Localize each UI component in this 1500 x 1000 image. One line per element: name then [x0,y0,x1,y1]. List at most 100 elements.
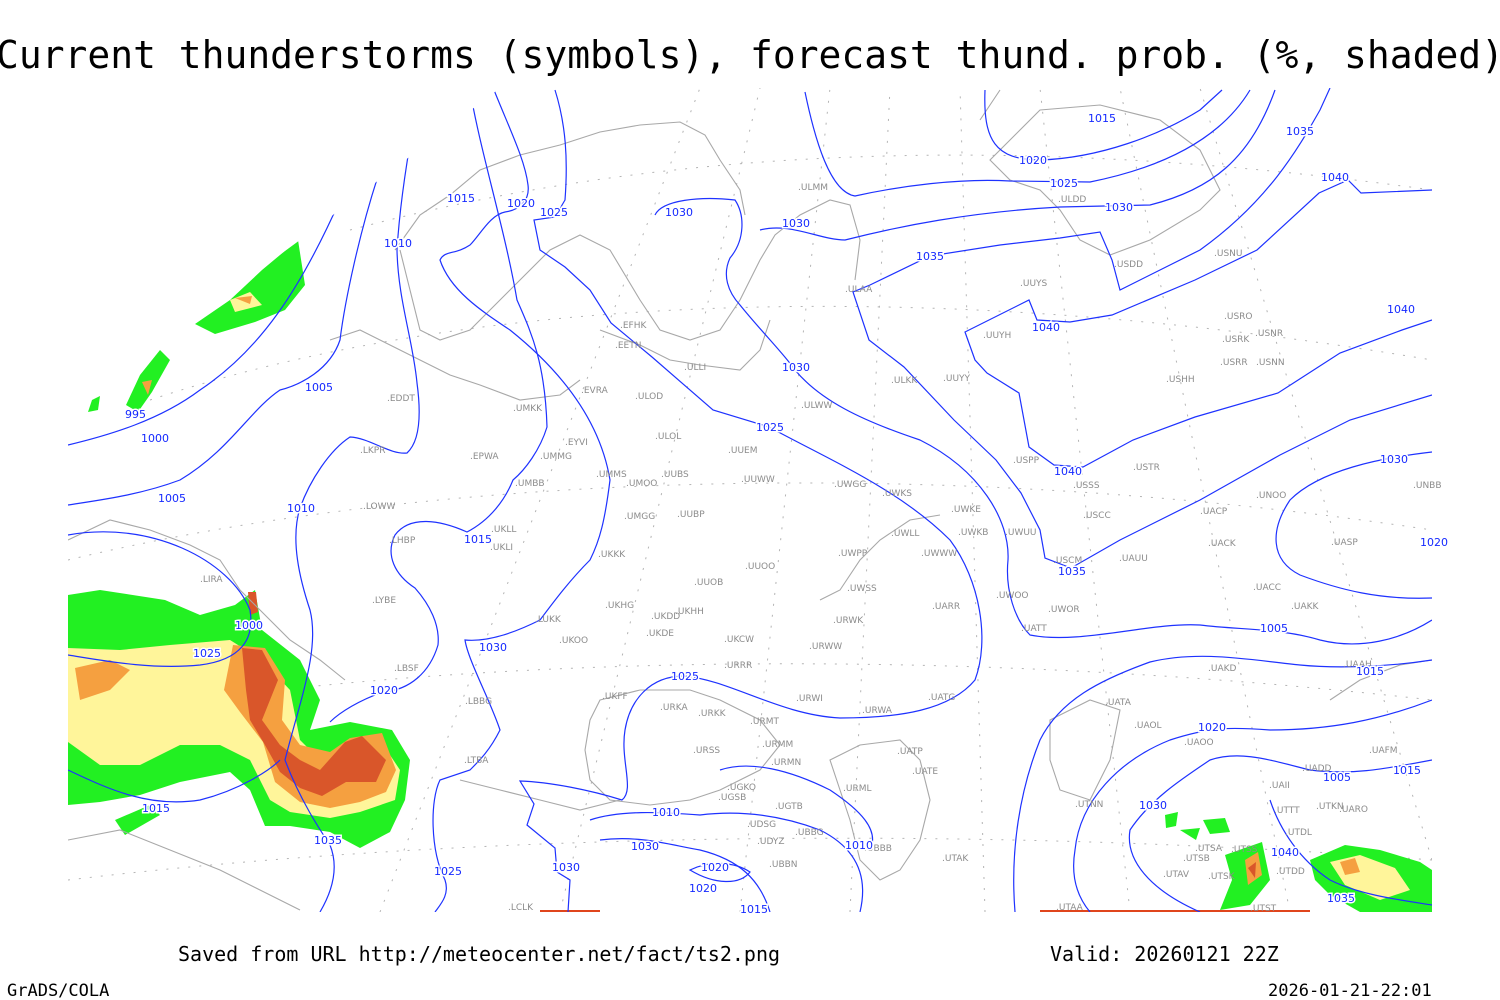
station-label: .UKOO [559,636,588,646]
station-label: .UMMS [596,470,627,480]
isobar-label: 1010 [287,502,315,515]
isobar-line [1013,655,1432,912]
station-label: .UWUU [1005,528,1037,538]
station-label: .UARO [1339,805,1368,815]
station-label: .USNR [1255,329,1283,339]
station-label: .UMBB [515,479,545,489]
isobar-label: 1030 [1139,799,1167,812]
map-frame [68,88,1432,912]
station-label: .UAKK [1291,602,1320,612]
station-label: .UATP [897,747,923,757]
station-label: .UTSA [1195,844,1223,854]
station-label: .UKHH [675,607,704,617]
prob-low-area [1203,818,1230,834]
isobar-line [68,199,341,446]
station-label: .UKHG [605,601,634,611]
station-label: .UUYY [943,374,971,384]
isobar-label: 1025 [540,206,568,219]
thunderstorm-probability-shading [68,240,1432,912]
isobar-label: 1040 [1321,171,1349,184]
isobar-line [719,765,874,851]
isobar-label: 1020 [507,197,535,210]
station-label: .UKDD [651,612,680,622]
station-label: .UADD [1302,764,1332,774]
isobar-label: 1035 [1058,565,1086,578]
isobar-label: 1005 [305,381,333,394]
isobar-label: 1010 [384,237,412,250]
station-label: .UGSB [718,793,746,803]
isobar-label: 1025 [1050,177,1078,190]
isobar-line [984,89,1223,161]
isobar-line [589,811,864,912]
station-label: .LYBE [372,596,396,606]
station-label: .LCLK [508,903,534,913]
station-label: .URWK [833,616,864,626]
station-label: .USTR [1133,463,1160,473]
prob-shade-atlantic [88,240,305,412]
isobar-label: 1020 [1420,536,1448,549]
station-label: .UWKS [882,489,912,499]
station-label: .LBSF [394,664,419,674]
isobar-label: 1030 [552,861,580,874]
isobar-label: 1030 [1380,453,1408,466]
station-label: .LBBG [465,697,492,707]
station-label: .ULKK [891,376,918,386]
station-label: .UWPP [838,549,868,559]
isobar-label: 1020 [1019,154,1047,167]
station-label: .UATG [928,693,955,703]
isobar-label: 1020 [701,861,729,874]
isobar-label: 1000 [235,619,263,632]
isobar-label: 1040 [1054,465,1082,478]
isobar-line [518,89,983,912]
station-label: .UKLL [491,525,516,535]
station-label: .USSS [1073,481,1100,491]
station-label: .UUOO [745,562,775,572]
station-label: .UTSB [1183,854,1210,864]
software-credit: GrADS/COLA [7,981,109,1000]
station-label: .UDYZ [757,837,785,847]
station-label: .UBBN [769,860,798,870]
prob-max-area [242,648,386,796]
station-label: .UATE [912,767,938,777]
station-label: .LKPR [360,446,385,456]
map-title: Current thunderstorms (symbols), forecas… [0,33,1500,77]
isobar-label: 1030 [1105,201,1133,214]
isobar-label: 1040 [1387,303,1415,316]
station-label: .UUEM [728,446,758,456]
station-label: .URWA [862,706,893,716]
station-label: .UMGG [624,512,655,522]
isobar-label: 1015 [1356,665,1384,678]
station-label: .UAII [1269,781,1290,791]
station-label: .UWKE [951,505,981,515]
prob-low-area [1165,812,1178,828]
station-label: .UTAK [942,854,969,864]
station-label: .ULWW [801,401,833,411]
station-label: .UAKD [1208,664,1237,674]
station-label: .UATA [1105,698,1132,708]
generated-timestamp: 2026-01-21-22:01 [1268,981,1432,1000]
station-label: .UWGG [834,480,866,490]
station-label: .URKA [660,703,688,713]
isobar-label: 1005 [1323,771,1351,784]
isobar-label: 1030 [631,840,659,853]
isobar-label: 1030 [782,217,810,230]
isobar-label: 1010 [845,839,873,852]
station-label: .UNOO [1256,491,1286,501]
prob-high-area [1340,858,1360,875]
station-label: .URMT [750,717,779,727]
isobar-label: 1015 [1088,112,1116,125]
station-label: .USNN [1256,358,1285,368]
isobar-label: 1035 [1327,892,1355,905]
isobar-label: 1020 [370,684,398,697]
station-label: .UGKO [727,783,756,793]
station-label: .EVRA [581,386,609,396]
prob-high-area [75,660,130,700]
station-label: .UWWW [921,549,957,559]
station-label: .UASP [1331,538,1358,548]
station-label: .URKK [698,709,727,719]
station-label: .USRK [1222,335,1250,345]
station-label: .UTDL [1285,828,1312,838]
station-label: .URMN [771,758,801,768]
isobar-label: 1015 [142,802,170,815]
